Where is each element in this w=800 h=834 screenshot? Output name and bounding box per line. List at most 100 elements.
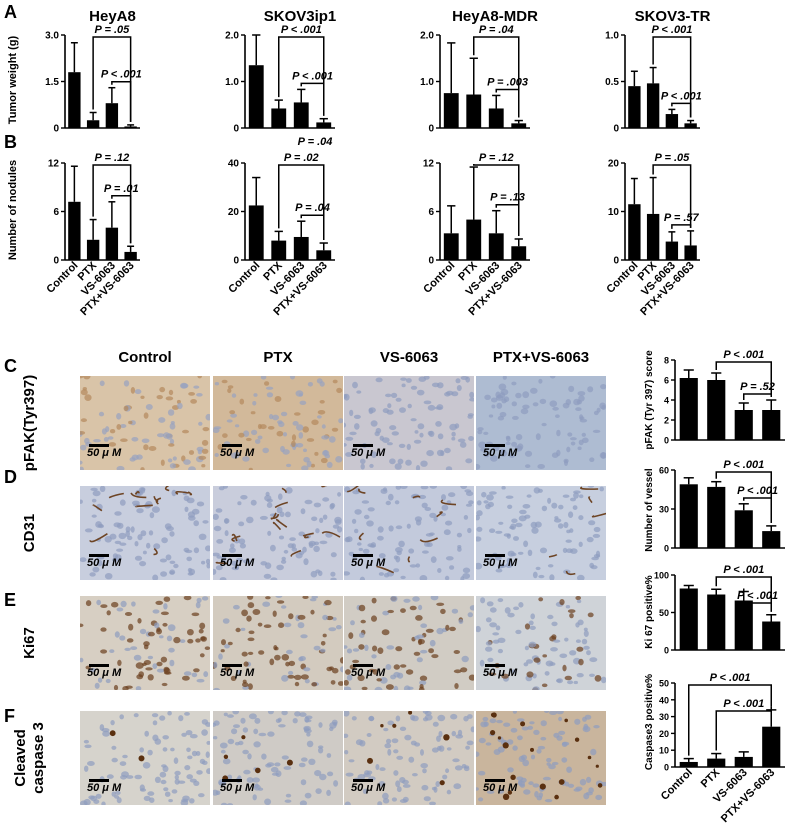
significance-label: P = .05 — [654, 152, 690, 164]
tissue-texture — [213, 486, 343, 580]
cell-nucleus — [195, 638, 201, 643]
cell-nucleus — [201, 448, 209, 454]
cell-nucleus — [198, 628, 204, 634]
cell-nucleus — [161, 537, 168, 544]
bar-Control — [679, 761, 698, 767]
cell-nucleus — [354, 528, 359, 534]
cell-nucleus — [371, 615, 377, 622]
cell-nucleus — [441, 504, 449, 511]
cell-nucleus — [443, 529, 451, 536]
cell-nucleus — [215, 790, 221, 796]
cell-nucleus — [262, 601, 271, 607]
bar-PTX — [707, 380, 726, 440]
significance-bracket — [473, 36, 520, 118]
cell-nucleus — [80, 657, 84, 663]
cell-nucleus — [218, 653, 223, 660]
vessel-stain — [565, 570, 576, 576]
bar-Control — [68, 201, 81, 260]
cell-nucleus — [169, 423, 176, 430]
y-tick-label: 0 — [664, 436, 669, 446]
cell-nucleus — [586, 776, 592, 783]
cell-nucleus — [344, 393, 350, 401]
scale-bar-label: 50 μ M — [483, 782, 518, 794]
cell-nucleus — [501, 486, 506, 490]
cell-nucleus — [265, 596, 271, 600]
tissue-texture — [80, 711, 210, 805]
cell-nucleus — [362, 788, 368, 794]
cell-nucleus — [587, 612, 594, 618]
cell-nucleus — [487, 657, 494, 663]
cell-nucleus — [247, 596, 254, 600]
cell-nucleus — [319, 773, 327, 781]
cell-nucleus — [396, 786, 402, 793]
cell-nucleus — [130, 646, 138, 650]
cell-nucleus — [257, 423, 262, 430]
cell-nucleus — [274, 396, 282, 402]
cell-nucleus — [485, 641, 492, 646]
cell-nucleus — [160, 571, 168, 577]
cell-nucleus — [453, 650, 460, 654]
cell-nucleus — [436, 735, 441, 742]
y-tick-label: 4 — [664, 396, 669, 406]
cell-nucleus — [369, 544, 376, 548]
cell-nucleus — [425, 628, 434, 633]
cell-nucleus — [530, 754, 536, 760]
cell-nucleus — [187, 567, 193, 573]
y-tick-label: 12 — [48, 159, 60, 170]
cell-nucleus — [420, 649, 428, 654]
cell-nucleus — [300, 634, 308, 639]
cell-nucleus — [426, 450, 434, 457]
bar-VS-6063 — [105, 103, 119, 128]
micrograph-image: 50 μ M — [344, 486, 474, 580]
cell-nucleus — [511, 381, 517, 386]
scale-bar-label: 50 μ M — [351, 667, 386, 679]
cell-nucleus — [435, 781, 440, 787]
tissue-texture — [476, 596, 606, 690]
cell-nucleus — [350, 620, 355, 626]
y-tick-label: 50 — [659, 608, 669, 618]
cell-nucleus — [193, 780, 200, 786]
cell-nucleus — [577, 391, 586, 396]
cell-nucleus — [537, 745, 546, 750]
cell-nucleus — [283, 622, 292, 628]
cell-nucleus — [348, 632, 354, 639]
cell-nucleus — [300, 779, 307, 786]
cell-nucleus — [467, 414, 473, 419]
cell-nucleus — [429, 486, 437, 489]
cell-nucleus — [104, 536, 112, 543]
cell-nucleus — [569, 528, 574, 533]
cell-nucleus — [533, 657, 541, 663]
cell-nucleus — [119, 635, 126, 641]
cell-nucleus — [364, 644, 369, 651]
micrograph-image: 50 μ M — [80, 596, 210, 690]
cell-nucleus — [505, 495, 514, 499]
cell-nucleus — [328, 436, 336, 443]
cell-nucleus — [205, 558, 210, 565]
cell-nucleus — [305, 715, 313, 720]
cell-nucleus — [124, 612, 133, 616]
cell-nucleus — [145, 667, 153, 671]
cell-nucleus — [83, 798, 91, 805]
micrograph-column-label: VS-6063 — [380, 349, 438, 366]
cell-nucleus — [519, 509, 527, 515]
cell-nucleus — [594, 675, 602, 682]
cell-nucleus — [531, 527, 539, 534]
cell-nucleus — [382, 610, 390, 616]
cell-nucleus — [581, 432, 586, 437]
scale-bar-label: 50 μ M — [483, 557, 518, 569]
cell-nucleus — [307, 382, 313, 387]
cell-nucleus — [174, 778, 180, 785]
cell-nucleus — [321, 435, 330, 440]
cell-nucleus — [432, 721, 439, 727]
cell-nucleus — [442, 774, 448, 780]
scale-bar-label: 50 μ M — [351, 782, 386, 794]
vessel-stain — [134, 491, 140, 495]
cell-nucleus — [500, 388, 509, 396]
cell-nucleus — [320, 648, 326, 653]
cell-nucleus — [476, 536, 482, 542]
cell-nucleus — [319, 540, 328, 545]
cell-nucleus — [349, 431, 357, 436]
cell-nucleus — [532, 686, 540, 690]
cell-nucleus — [360, 458, 366, 464]
